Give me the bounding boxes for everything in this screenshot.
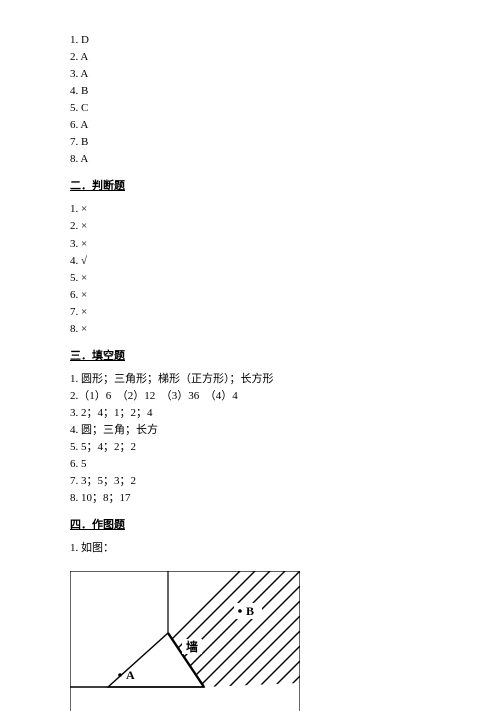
figure-diagram: 墙 A B — [70, 571, 300, 711]
section1-list: 1. D 2. A 3. A 4. B 5. C 6. A 7. B 8. A — [70, 32, 440, 168]
answer-item: 8. A — [70, 151, 440, 168]
answer-item: 5. × — [70, 270, 440, 287]
answer-item: 5. C — [70, 100, 440, 117]
answer-item: 3. 2；4；1；2；4 — [70, 405, 440, 422]
svg-text:墙: 墙 — [186, 639, 198, 654]
section2-list: 1. × 2. × 3. × 4. √ 5. × 6. × 7. × 8. × — [70, 201, 440, 337]
answer-item: 1. × — [70, 201, 440, 218]
answer-item: 1. D — [70, 32, 440, 49]
answer-item: 6. A — [70, 117, 440, 134]
answer-item: 7. B — [70, 134, 440, 151]
answer-item: 2. A — [70, 49, 440, 66]
figure-wrap: 墙 A B — [70, 571, 440, 711]
answer-item: 6. 5 — [70, 456, 440, 473]
section3-list: 1. 圆形；三角形；梯形（正方形）；长方形 2.（1）6 （2）12 （3）36… — [70, 371, 440, 507]
answer-item: 3. A — [70, 66, 440, 83]
answer-item: 6. × — [70, 287, 440, 304]
svg-text:A: A — [126, 668, 135, 682]
svg-text:B: B — [246, 604, 254, 618]
page: 1. D 2. A 3. A 4. B 5. C 6. A 7. B 8. A … — [0, 0, 500, 708]
section2-title: 二．判断题 — [70, 178, 440, 195]
section4-caption: 1. 如图： — [70, 540, 440, 557]
answer-item: 4. B — [70, 83, 440, 100]
answer-item: 2. × — [70, 218, 440, 235]
answer-item: 7. × — [70, 304, 440, 321]
answer-item: 7. 3；5；3；2 — [70, 473, 440, 490]
answer-item: 3. × — [70, 236, 440, 253]
answer-item: 8. 10；8；17 — [70, 490, 440, 507]
section4-title: 四．作图题 — [70, 517, 440, 534]
answer-item: 2.（1）6 （2）12 （3）36 （4）4 — [70, 388, 440, 405]
section3-title: 三．填空题 — [70, 348, 440, 365]
answer-item: 1. 圆形；三角形；梯形（正方形）；长方形 — [70, 371, 440, 388]
answer-item: 5. 5；4；2；2 — [70, 439, 440, 456]
answer-item: 4. 圆；三角；长方 — [70, 422, 440, 439]
answer-item: 4. √ — [70, 253, 440, 270]
answer-item: 8. × — [70, 321, 440, 338]
